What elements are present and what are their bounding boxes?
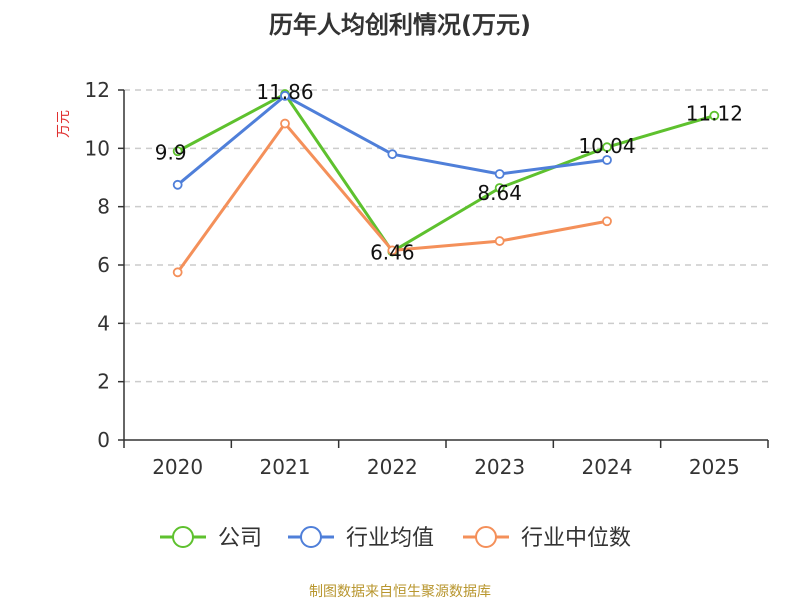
x-tick-label-2020: 2020 xyxy=(152,455,203,479)
data-label-2024: 10.04 xyxy=(578,134,635,158)
data-labels: 9.9 11.86 6.46 8.64 10.04 11.12 xyxy=(155,80,743,265)
x-tick-label-2025: 2025 xyxy=(689,455,740,479)
axes: 0 2 4 6 8 10 12 2020 2021 2022 2023 2024 2025 xyxy=(85,78,769,479)
series-group xyxy=(172,89,720,278)
legend: 公司 行业均值 行业中位数 xyxy=(160,526,631,551)
data-label-2020: 9.9 xyxy=(155,140,187,164)
chart-title: 历年人均创利情况(万元) xyxy=(269,11,531,39)
grid-lines xyxy=(124,89,768,383)
point-s0-2025 xyxy=(709,110,720,121)
point-s2-2021 xyxy=(280,118,290,129)
point-s2-2022 xyxy=(387,245,398,256)
source-note: 制图数据来自恒生聚源数据库 xyxy=(309,584,491,600)
legend-marker-0 xyxy=(172,526,194,548)
y-tick-label-6: 6 xyxy=(97,253,110,277)
data-label-2022: 6.46 xyxy=(370,241,415,265)
x-tick-label-2021: 2021 xyxy=(260,455,311,479)
y-tick-label-0: 0 xyxy=(97,428,110,452)
x-tick-label-2022: 2022 xyxy=(367,455,418,479)
series-line-0 xyxy=(176,92,715,254)
x-tick-label-2023: 2023 xyxy=(474,455,525,479)
point-s2-2023 xyxy=(494,236,505,246)
data-label-2025: 11.12 xyxy=(686,102,743,126)
y-tick-label-8: 8 xyxy=(97,195,110,219)
legend-marker-2 xyxy=(475,526,497,548)
x-tick-label-2024: 2024 xyxy=(582,455,633,479)
y-tick-label-12: 12 xyxy=(85,78,110,102)
y-tick-label-10: 10 xyxy=(85,136,110,160)
legend-marker-1 xyxy=(300,526,322,548)
point-s0-2023 xyxy=(494,183,505,193)
point-s1-2024 xyxy=(602,155,612,165)
data-label-2021: 11.86 xyxy=(256,80,313,104)
y-tick-label-2: 2 xyxy=(97,370,110,394)
legend-label-0: 公司 xyxy=(218,526,262,551)
point-s1-2022 xyxy=(387,149,398,160)
y-axis-unit-label: 万元 xyxy=(56,110,72,138)
data-label-2023: 8.64 xyxy=(477,181,522,205)
point-s1-2023 xyxy=(494,169,505,179)
point-s0-2024 xyxy=(602,142,612,153)
point-s1-2021 xyxy=(280,90,290,101)
legend-label-1: 行业均值 xyxy=(346,526,434,551)
point-s1-2020 xyxy=(172,179,183,190)
point-s2-2024 xyxy=(602,216,612,227)
point-s2-2020 xyxy=(172,267,183,278)
y-tick-label-4: 4 xyxy=(97,311,110,335)
legend-label-2: 行业中位数 xyxy=(521,526,631,551)
point-s0-2020 xyxy=(172,146,183,157)
